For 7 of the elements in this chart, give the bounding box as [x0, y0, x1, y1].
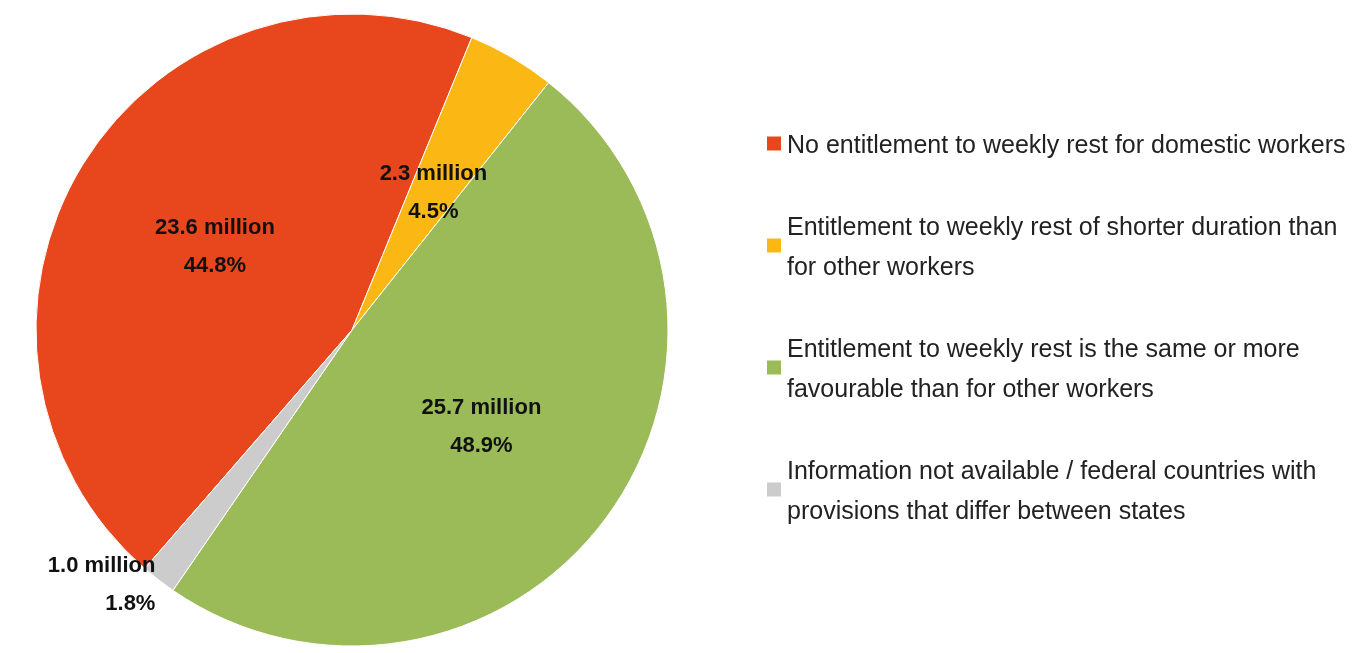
data-label: 23.6 million 44.8% — [155, 214, 275, 278]
legend-label: No entitlement to weekly rest for domestic workers — [787, 129, 1346, 158]
legend-label: Information not available / federal countries with provisions that differ between states — [787, 455, 1324, 524]
data-label: 1.0 million 1.8% — [47, 552, 156, 616]
legend-label: Entitlement to weekly rest is the same or more favourable than for other workers — [787, 333, 1307, 402]
legend-label: Entitlement to weekly rest of shorter duration than for other workers — [787, 211, 1345, 280]
data-label: 25.7 million 48.9% — [421, 394, 542, 458]
